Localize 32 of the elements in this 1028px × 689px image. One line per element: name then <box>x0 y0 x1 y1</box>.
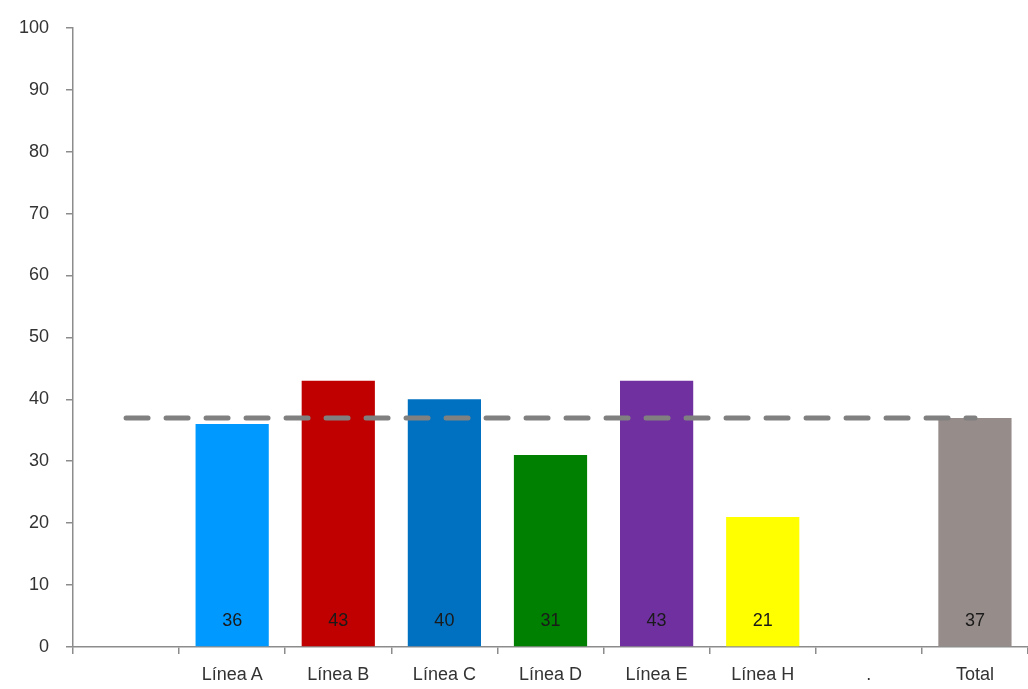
x-tick-label: Línea A <box>201 663 263 684</box>
data-label: 43 <box>646 609 667 630</box>
x-tick-label: Línea H <box>731 663 795 684</box>
y-tick-label: 100 <box>18 16 49 37</box>
x-tick-label: Línea B <box>307 663 370 684</box>
x-tick-label: . <box>866 663 872 684</box>
data-label: 21 <box>752 609 773 630</box>
x-tick-label: Línea D <box>518 663 583 684</box>
y-tick-label: 20 <box>28 512 49 533</box>
y-tick-label: 90 <box>28 78 49 99</box>
data-label: 43 <box>328 609 349 630</box>
y-tick-label: 0 <box>38 635 49 656</box>
y-tick-label: 80 <box>28 140 49 161</box>
y-tick-label: 50 <box>28 326 49 347</box>
data-label: 36 <box>222 609 243 630</box>
x-tick-label: Línea E <box>625 663 688 684</box>
data-label: 40 <box>434 609 455 630</box>
bar <box>726 516 800 647</box>
y-tick-label: 60 <box>28 264 49 285</box>
bar <box>195 424 269 647</box>
data-label: 31 <box>540 609 561 630</box>
bar <box>301 380 375 647</box>
x-tick-label: Línea C <box>412 663 476 684</box>
bar <box>513 455 588 647</box>
bar <box>407 399 481 647</box>
y-tick-label: 30 <box>28 450 49 471</box>
y-tick-label: 40 <box>28 388 49 409</box>
bar <box>620 380 694 647</box>
data-label: 37 <box>964 609 985 630</box>
x-tick-label: Total <box>955 663 994 684</box>
y-tick-label: 70 <box>28 202 49 223</box>
y-tick-label: 10 <box>28 574 49 595</box>
